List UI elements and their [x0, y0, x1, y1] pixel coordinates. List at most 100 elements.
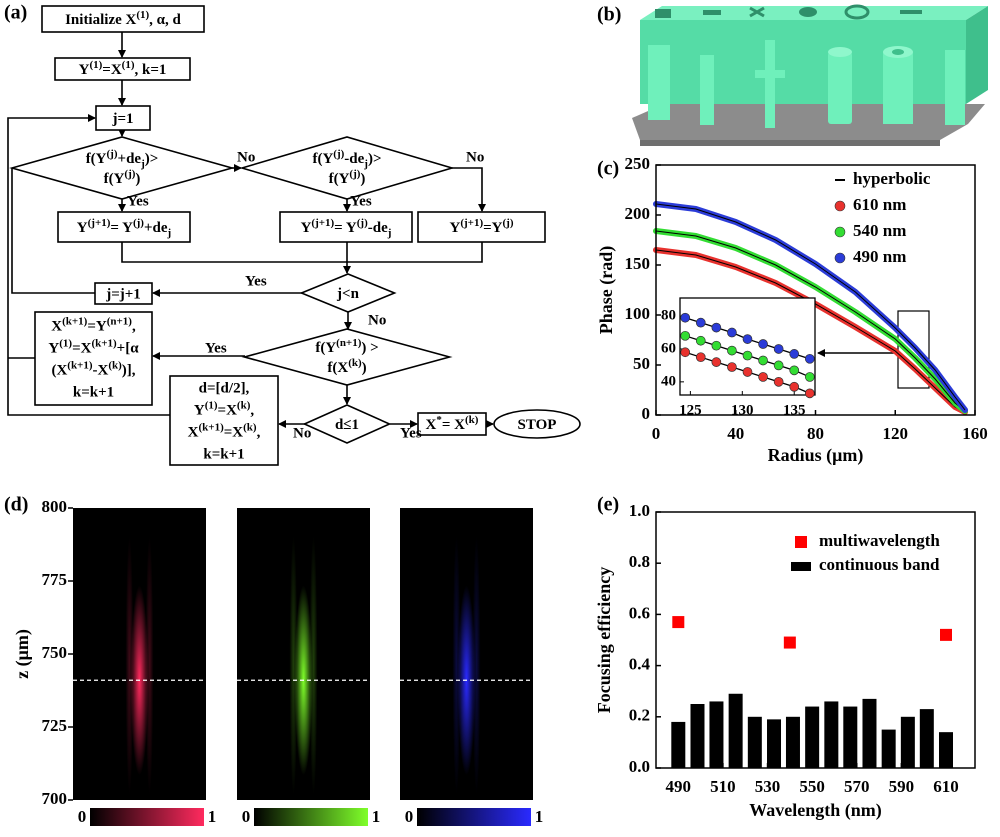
flow-text-part: (1) [205, 399, 218, 411]
colorbar [254, 808, 368, 826]
flow-text: Y(j+1)= Y(j)+dej [77, 217, 171, 239]
flow-text-part: (1) [122, 59, 135, 71]
x-tick-label: 40 [727, 424, 744, 443]
colorbar [417, 808, 531, 826]
edge-label: Yes [350, 193, 372, 209]
y-tick-label: 150 [625, 254, 651, 273]
x-tick-label: 160 [962, 424, 988, 443]
flow-text-part: =Y [483, 220, 503, 236]
flow-text-part: (k+1) [199, 421, 225, 433]
legend-label: continuous band [819, 555, 940, 574]
bar [785, 716, 800, 768]
legend-swatch [795, 536, 807, 548]
colorbar [90, 808, 204, 826]
inset-point [680, 330, 691, 341]
flow-text-part: , [132, 319, 136, 335]
flow-text-part: = Y [334, 220, 357, 236]
panel-label: (b) [597, 4, 621, 26]
flow-text-part: (j) [503, 217, 514, 229]
flow-box [417, 412, 487, 436]
flow-text: d=[d/2], [199, 381, 250, 397]
flow-text-part: ) [135, 171, 140, 187]
x-tick-label: 0 [652, 424, 661, 443]
bar [728, 693, 743, 768]
flow-box [417, 211, 546, 243]
inset-point [727, 362, 737, 372]
flow-text: j=j+1 [105, 287, 141, 303]
flow-text-part: j=j+1 [105, 287, 141, 303]
flow-text-part: =X [224, 425, 244, 441]
inset-point [789, 365, 800, 376]
y-tick-label: 725 [42, 716, 68, 735]
flow-text-part: j [167, 227, 172, 239]
flow-text-part: (1) [136, 9, 149, 21]
inset-x-tick-label: 125 [679, 402, 702, 418]
x-tick-label: 510 [710, 777, 736, 796]
edge-label: Yes [127, 193, 149, 209]
x-tick-label: 570 [844, 777, 870, 796]
flow-decision [299, 273, 397, 313]
bar [805, 706, 820, 768]
flow-text: j=1 [111, 111, 133, 127]
flow-text-part: f(X [327, 360, 348, 376]
y-tick-label: 0.6 [629, 603, 650, 622]
flow-text-part: j=1 [111, 111, 133, 127]
flow-text-part: (j+1) [460, 217, 483, 229]
colorbar-tick-label: 1 [372, 807, 381, 826]
flow-text-part: (n+1) [336, 337, 362, 349]
x-tick-label: 530 [755, 777, 781, 796]
inset-point [773, 360, 784, 371]
flow-text-part: f(Y [104, 171, 125, 187]
flow-text-part: Y [301, 220, 312, 236]
panel-label: (c) [597, 158, 619, 180]
flow-text-part: , k=1 [135, 62, 167, 78]
flow-text-part: (k) [348, 357, 362, 369]
flow-text-part: (j+1) [88, 217, 111, 229]
flow-text-part: (n+1) [107, 315, 133, 327]
legend-swatch [834, 226, 846, 238]
inset-frame [679, 297, 816, 396]
flow-text-part: , [257, 425, 261, 441]
inset-y-tick-label: 40 [661, 373, 676, 389]
x-tick-label: 80 [807, 424, 824, 443]
flow-text-part: (j) [349, 168, 360, 180]
y-tick-label: 0.0 [629, 757, 650, 776]
bar [939, 732, 953, 768]
plot-frame [655, 164, 976, 416]
bar [767, 719, 782, 768]
x-tick-label: 490 [666, 777, 692, 796]
flow-text-part: -de [344, 151, 364, 167]
inset-point [695, 352, 706, 363]
y-tick-label: 0.8 [629, 552, 650, 571]
flow-text-part: (k) [237, 399, 251, 411]
legend-swatch [834, 252, 846, 264]
flow-text-part: = Y [110, 220, 133, 236]
flow-text: f(Y(n+1)) > [315, 337, 378, 357]
y-tick-label: 200 [625, 204, 651, 223]
y-tick-label: 750 [42, 643, 68, 662]
flow-text: f(Y(j)) [329, 168, 366, 188]
flow-text: X(k+1)=Y(n+1), [51, 315, 136, 335]
flow-text-part: ) > [361, 340, 378, 356]
bar [843, 706, 858, 768]
flow-text-part: Y [48, 341, 59, 357]
x-tick-label: 550 [799, 777, 825, 796]
y-tick-label: 0.2 [629, 706, 650, 725]
bar [919, 709, 934, 768]
y-tick-label: 775 [42, 570, 68, 589]
flow-text-part: +de [118, 151, 142, 167]
flow-text: f(Y(j)) [104, 168, 141, 188]
x-tick-label: 120 [883, 424, 909, 443]
scatter-point [940, 628, 952, 641]
flow-box [57, 211, 191, 243]
inset-y-tick-label: 80 [661, 308, 676, 324]
flow-text-part: )> [368, 151, 382, 167]
edge-label: No [368, 312, 386, 328]
flow-text-part: (j) [107, 148, 118, 160]
flow-text-part: (k) [243, 421, 257, 433]
legend-label: hyperbolic [853, 169, 931, 188]
flow-text-part: X [51, 319, 62, 335]
flow-text-part: Y [194, 403, 205, 419]
flow-text: X*= X(k) [426, 414, 479, 434]
